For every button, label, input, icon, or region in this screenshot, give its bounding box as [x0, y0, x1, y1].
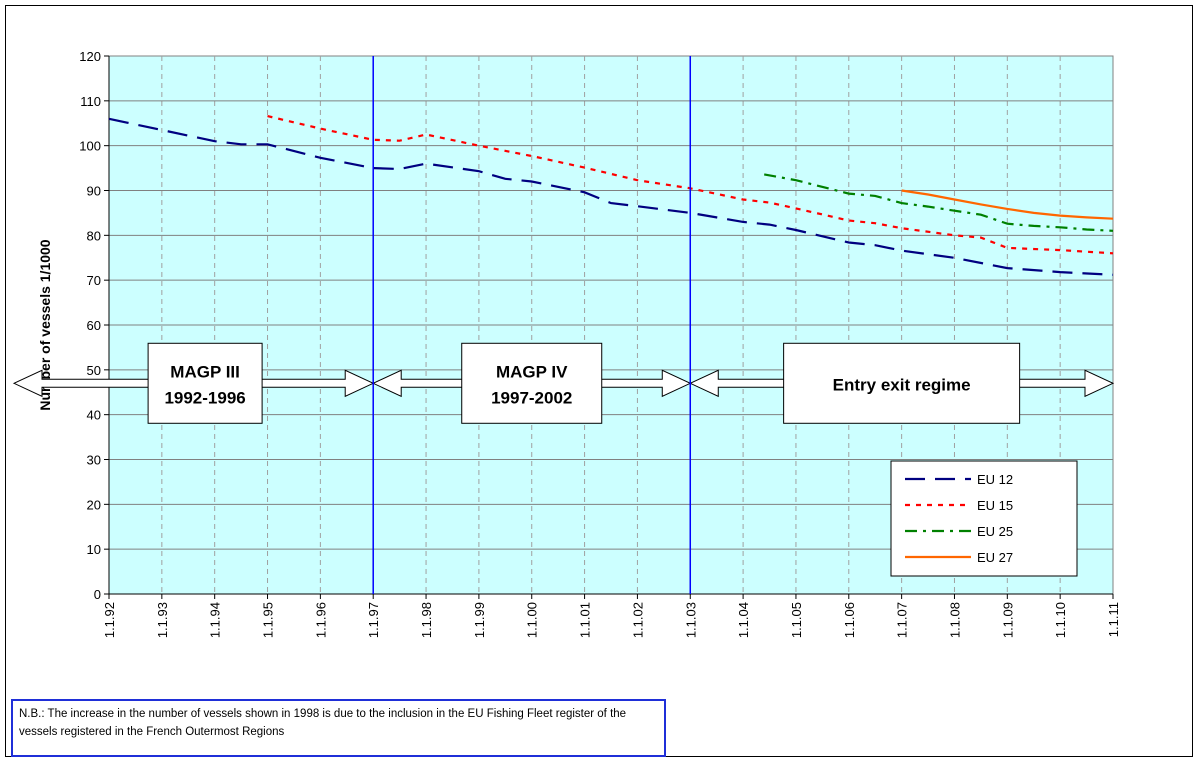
legend-label: EU 12	[977, 472, 1013, 487]
x-tick-label: 1.1.94	[208, 602, 223, 638]
period-label-line1: MAGP IV	[496, 362, 568, 381]
x-tick-label: 1.1.08	[947, 602, 962, 638]
y-tick-label: 20	[87, 497, 101, 512]
x-tick-label: 1.1.98	[419, 602, 434, 638]
x-tick-label: 1.1.00	[525, 602, 540, 638]
series-line-eu-15	[267, 115, 1114, 255]
series-line-eu-27	[901, 189, 1114, 220]
x-tick-label: 1.1.03	[683, 602, 698, 638]
y-axis-title: Number of vessels 1/1000	[37, 239, 53, 410]
x-tick-label: 1.1.10	[1053, 602, 1068, 638]
chart-frame: 0 10 20 30 40 50 60 70 80 90 100 110 120 1.1.92 1.1.93…	[5, 5, 1193, 757]
y-tick-label: 110	[80, 94, 101, 109]
footnote-text: N.B.: The increase in the number of vess…	[19, 708, 627, 738]
line-chart: 0 10 20 30 40 50 60 70 80 90 100 110 120 1.1.92 1.1.93…	[12, 49, 1121, 638]
legend-label: EU 25	[977, 524, 1013, 539]
y-tick-label: 0	[94, 587, 101, 602]
y-tick-label: 60	[87, 318, 101, 333]
y-tick-label: 90	[87, 184, 101, 199]
y-tick-label: 120	[79, 49, 101, 64]
y-tick-label: 70	[87, 273, 101, 288]
y-tick-label: 30	[87, 453, 101, 468]
x-tick-label: 1.1.02	[630, 602, 645, 638]
period-label-line2: 1997-2002	[491, 388, 572, 407]
y-tick-label: 80	[87, 228, 101, 243]
series-line-eu-25	[764, 173, 1114, 232]
period-label-line1: Entry exit regime	[833, 375, 971, 394]
y-tick-label: 50	[87, 363, 101, 378]
x-tick-label: 1.1.06	[842, 602, 857, 638]
x-tick-label: 1.1.07	[895, 602, 910, 638]
legend-label: EU 15	[977, 498, 1013, 513]
x-tick-label: 1.1.99	[472, 602, 487, 638]
y-tick-label: 10	[87, 542, 101, 557]
x-tick-label: 1.1.92	[102, 602, 117, 638]
x-tick-label: 1.1.97	[366, 602, 381, 638]
period-label-box	[461, 342, 603, 424]
x-tick-label: 1.1.01	[578, 602, 593, 638]
period-label-box	[147, 342, 263, 424]
x-tick-label: 1.1.05	[789, 602, 804, 638]
period-label-box	[783, 342, 1021, 424]
series-line-eu-12	[108, 117, 1114, 276]
y-tick-label: 100	[79, 139, 101, 154]
x-tick-label: 1.1.93	[155, 602, 170, 638]
x-tick-label: 1.1.09	[1000, 602, 1015, 638]
legend-label: EU 27	[977, 550, 1013, 565]
x-tick-label: 1.1.11	[1106, 602, 1121, 637]
x-tick-label: 1.1.95	[261, 602, 276, 638]
period-label-line2: 1992-1996	[164, 388, 245, 407]
x-tick-label: 1.1.96	[313, 602, 328, 638]
y-tick-label: 40	[87, 408, 101, 423]
period-label-line1: MAGP III	[170, 362, 240, 381]
footnote-box: N.B.: The increase in the number of vess…	[11, 699, 666, 757]
x-tick-label: 1.1.04	[736, 602, 751, 638]
